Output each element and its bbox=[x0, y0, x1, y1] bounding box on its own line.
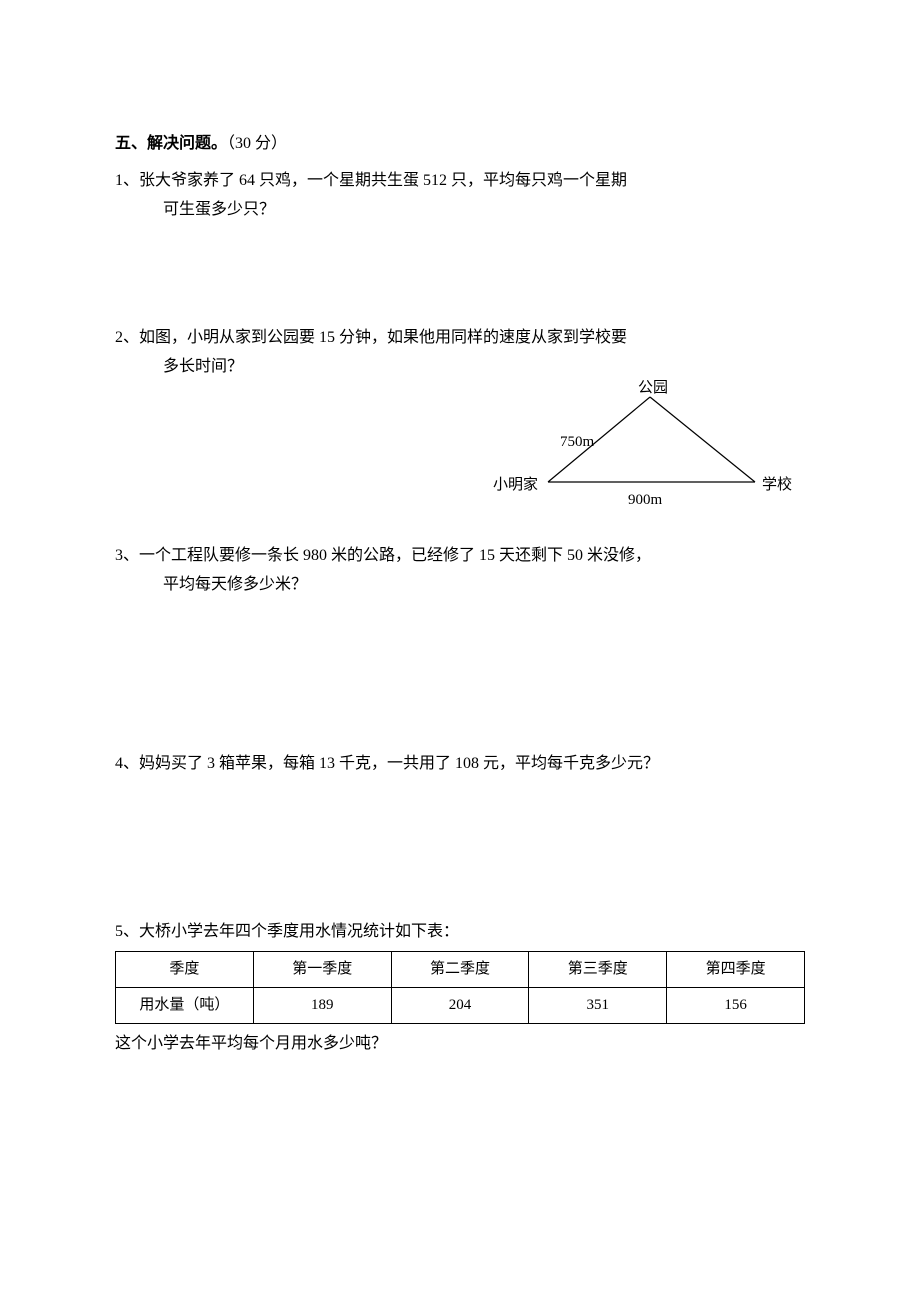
label-home: 小明家 bbox=[493, 472, 538, 499]
question-4: 4、妈妈买了 3 箱苹果，每箱 13 千克，一共用了 108 元，平均每千克多少… bbox=[115, 750, 805, 779]
question-1: 1、张大爷家养了 64 只鸡，一个星期共生蛋 512 只，平均每只鸡一个星期 可… bbox=[115, 167, 805, 225]
q2-text-line1: 2、如图，小明从家到公园要 15 分钟，如果他用同样的速度从家到学校要 bbox=[115, 324, 805, 353]
triangle-diagram: 公园 小明家 学校 750m 900m bbox=[490, 387, 800, 512]
th-q4: 第四季度 bbox=[667, 952, 805, 988]
section-header: 五、解决问题。（30 分） bbox=[115, 130, 805, 159]
question-5: 5、大桥小学去年四个季度用水情况统计如下表： 季度 第一季度 第二季度 第三季度… bbox=[115, 918, 805, 1059]
label-school: 学校 bbox=[762, 472, 792, 499]
q4-number: 4、 bbox=[115, 755, 139, 772]
q1-line1: 张大爷家养了 64 只鸡，一个星期共生蛋 512 只，平均每只鸡一个星期 bbox=[139, 172, 627, 189]
td-v3: 351 bbox=[529, 988, 667, 1024]
water-usage-table: 季度 第一季度 第二季度 第三季度 第四季度 用水量（吨） 189 204 35… bbox=[115, 951, 805, 1024]
q4-text-line1: 4、妈妈买了 3 箱苹果，每箱 13 千克，一共用了 108 元，平均每千克多少… bbox=[115, 750, 805, 779]
q1-text-line1: 1、张大爷家养了 64 只鸡，一个星期共生蛋 512 只，平均每只鸡一个星期 bbox=[115, 167, 805, 196]
q3-text-line1: 3、一个工程队要修一条长 980 米的公路，已经修了 15 天还剩下 50 米没… bbox=[115, 542, 805, 571]
q5-number: 5、 bbox=[115, 923, 139, 940]
question-2: 2、如图，小明从家到公园要 15 分钟，如果他用同样的速度从家到学校要 多长时间… bbox=[115, 324, 805, 512]
q2-line2: 多长时间？ bbox=[115, 353, 805, 382]
question-3: 3、一个工程队要修一条长 980 米的公路，已经修了 15 天还剩下 50 米没… bbox=[115, 542, 805, 600]
th-q2: 第二季度 bbox=[391, 952, 529, 988]
th-q1: 第一季度 bbox=[253, 952, 391, 988]
label-park: 公园 bbox=[638, 375, 668, 402]
table-header-row: 季度 第一季度 第二季度 第三季度 第四季度 bbox=[116, 952, 805, 988]
th-label: 季度 bbox=[116, 952, 254, 988]
q1-line2: 可生蛋多少只？ bbox=[115, 196, 805, 225]
q2-line1: 如图，小明从家到公园要 15 分钟，如果他用同样的速度从家到学校要 bbox=[139, 329, 627, 346]
section-title-bold: 五、解决问题。 bbox=[115, 135, 227, 152]
table-data-row: 用水量（吨） 189 204 351 156 bbox=[116, 988, 805, 1024]
th-q3: 第三季度 bbox=[529, 952, 667, 988]
edge-park-school bbox=[650, 397, 755, 482]
q4-line1: 妈妈买了 3 箱苹果，每箱 13 千克，一共用了 108 元，平均每千克多少元？ bbox=[139, 755, 659, 772]
section-title-points: （30 分） bbox=[227, 135, 287, 152]
q3-line1: 一个工程队要修一条长 980 米的公路，已经修了 15 天还剩下 50 米没修， bbox=[139, 547, 651, 564]
td-row-label: 用水量（吨） bbox=[116, 988, 254, 1024]
td-v2: 204 bbox=[391, 988, 529, 1024]
label-dist-park: 750m bbox=[560, 429, 594, 456]
q5-line2: 这个小学去年平均每个月用水多少吨？ bbox=[115, 1030, 805, 1059]
q1-number: 1、 bbox=[115, 172, 139, 189]
q5-line1: 大桥小学去年四个季度用水情况统计如下表： bbox=[139, 923, 459, 940]
q2-number: 2、 bbox=[115, 329, 139, 346]
td-v1: 189 bbox=[253, 988, 391, 1024]
q5-text-line1: 5、大桥小学去年四个季度用水情况统计如下表： bbox=[115, 918, 805, 947]
td-v4: 156 bbox=[667, 988, 805, 1024]
q3-number: 3、 bbox=[115, 547, 139, 564]
q3-line2: 平均每天修多少米？ bbox=[115, 571, 805, 600]
label-dist-school: 900m bbox=[628, 487, 662, 514]
